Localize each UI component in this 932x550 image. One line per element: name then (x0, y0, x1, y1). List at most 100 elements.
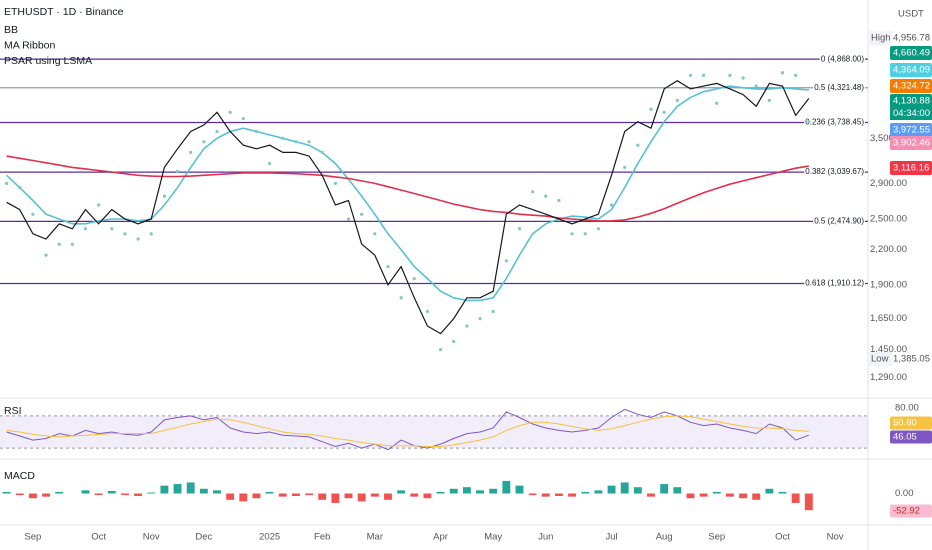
macd-bar (291, 493, 300, 497)
psar-dot (83, 227, 88, 231)
psar-dot (662, 110, 666, 114)
macd-bar (568, 493, 577, 497)
psar-dot (741, 76, 745, 80)
badge-label: 3,116.16 (893, 163, 929, 174)
psar-dot (438, 348, 443, 352)
price-badge (890, 123, 932, 137)
x-tick-label: Oct (775, 532, 790, 543)
x-tick-label: Aug (656, 532, 673, 543)
y-tick-label: 3,500.00 (870, 133, 907, 144)
macd-bar (226, 493, 235, 500)
psar-dot (728, 73, 732, 77)
macd-bar (186, 482, 195, 494)
macd-bar (213, 490, 221, 494)
macd-bar (55, 491, 64, 494)
macd-bar (134, 493, 143, 497)
rsi-line (6, 415, 809, 447)
psar-dot (123, 232, 127, 236)
psar-dot (531, 190, 535, 194)
countdown-badge (890, 107, 932, 120)
macd-bar (344, 493, 353, 499)
psar-dot (333, 181, 337, 185)
x-tick-label: Nov (143, 532, 160, 543)
psar-dot (162, 194, 166, 198)
macd-bar (384, 493, 392, 500)
psar-dot (175, 169, 180, 173)
macd-bar (554, 493, 563, 497)
psar-dot (412, 276, 416, 281)
macd-bar (581, 491, 590, 494)
psar-dot (57, 242, 61, 246)
badge-label: 3,972.55 (893, 125, 930, 136)
price-badge (890, 430, 932, 444)
psar-dot (268, 161, 272, 166)
badge-label: 4,364.09 (893, 65, 930, 76)
macd-bar (357, 493, 366, 502)
badge-tag (868, 352, 892, 366)
psar-dot (228, 110, 232, 114)
badge-label: 1,385.05 (893, 354, 930, 365)
psar-dot (583, 232, 587, 236)
x-tick-label: Apr (433, 532, 448, 543)
currency: USDT (898, 9, 924, 20)
macd-bar (120, 493, 129, 496)
psar-dot (189, 150, 193, 154)
macd-bar (699, 493, 708, 497)
fib-label: 0.382 (3,039.67) (805, 167, 864, 176)
macd-bar (607, 485, 616, 494)
macd-title: MACD (4, 470, 35, 482)
psar-dot (465, 324, 469, 328)
macd-bar (594, 490, 603, 494)
x-tick-label: Jul (605, 532, 617, 543)
macd-bar (660, 484, 669, 494)
psar-dot (320, 150, 324, 154)
x-tick-label: 2025 (259, 532, 280, 543)
badge-label: 4,956.78 (893, 33, 930, 44)
psar-dot (702, 73, 706, 77)
psar-dot (254, 129, 259, 134)
macd-bar (423, 493, 432, 499)
psar-dot (452, 339, 456, 344)
psar-dot (715, 101, 719, 105)
macd-bar (107, 490, 116, 494)
price-badge (890, 94, 932, 108)
y-tick-label: 1,900.00 (870, 279, 907, 290)
macd-bar (778, 491, 787, 494)
macd-bar (199, 488, 208, 494)
macd-bar (160, 485, 169, 494)
psar-dot (399, 296, 403, 300)
badge-tag-label: High (871, 33, 891, 44)
psar-dot (44, 253, 48, 257)
y-tick-label: 2,900.00 (870, 178, 907, 189)
badge-label: 50.80 (893, 418, 917, 429)
badge-label: 4,130.88 (893, 96, 930, 107)
chart-title: ETHUSDT · 1D · Binance (4, 6, 124, 18)
x-tick-label: May (484, 532, 502, 543)
badge-label: 4,660.49 (893, 48, 930, 59)
badge-label: 3,902.46 (893, 138, 930, 149)
macd-bar (239, 493, 248, 502)
macd-bar (515, 485, 524, 494)
psar-dot (18, 185, 22, 190)
psar-dot (675, 98, 679, 102)
badge-label: -52.92 (893, 506, 920, 517)
macd-bar (725, 493, 734, 497)
psar-dot (754, 84, 758, 88)
psar-dot (136, 237, 140, 241)
macd-bar (28, 493, 37, 499)
badge-tag (868, 31, 892, 45)
psar-dot (649, 107, 653, 111)
fib-label: 0.5 (2,474.90) (814, 217, 864, 226)
macd-bar (397, 490, 406, 494)
price-line (6, 79, 810, 335)
psar-dot (623, 165, 627, 169)
macd-bar (791, 493, 800, 503)
psar-dot (97, 203, 101, 207)
fib-label: 0 (4,868.00) (821, 54, 864, 63)
psar-dot (794, 73, 798, 77)
psar-dot (688, 73, 693, 77)
price-badge (890, 63, 932, 77)
macd-bar (620, 482, 629, 494)
macd-bar (173, 484, 182, 494)
